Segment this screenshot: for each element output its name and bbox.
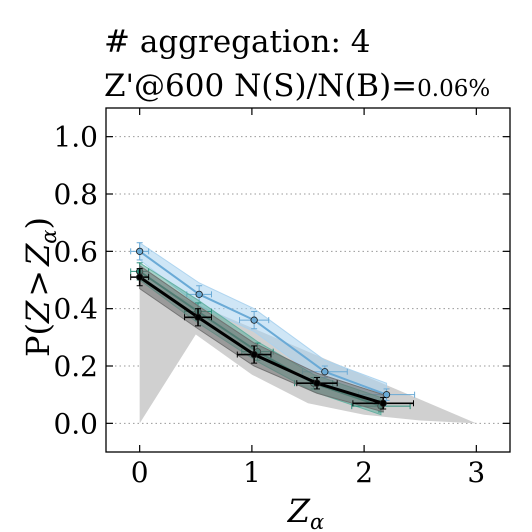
data-point xyxy=(136,273,144,281)
data-point xyxy=(136,247,144,255)
data-point xyxy=(321,368,329,376)
data-point xyxy=(195,290,203,298)
y-tick-label: 0.0 xyxy=(53,407,98,440)
chart-title-line-2-small: 0.06% xyxy=(417,76,490,102)
x-tick-label: 2 xyxy=(355,456,373,489)
x-tick-label: 0 xyxy=(131,456,149,489)
x-tick-label: 3 xyxy=(467,456,485,489)
y-tick-label: 0.2 xyxy=(53,350,98,383)
data-point xyxy=(382,391,391,399)
plot-frame xyxy=(105,107,511,453)
data-point xyxy=(313,379,321,387)
series-black xyxy=(130,264,414,413)
data-point xyxy=(194,313,202,321)
svg-text:P(Z>Zα): P(Z>Zα) xyxy=(19,217,61,357)
chart-title-line-2: Z'@600 N(S)/N(B)=0.06% xyxy=(104,68,490,104)
y-tick-label: 0.4 xyxy=(53,293,98,326)
chart-title-line-1: # aggregation: 4 xyxy=(104,24,371,60)
y-tick-label: 0.6 xyxy=(53,235,98,268)
data-point xyxy=(250,350,258,359)
data-point xyxy=(250,316,258,324)
y-tick-label: 0.8 xyxy=(53,178,98,211)
axis-ticks: 0 1 2 3 0.0 0.2 0.4 0.6 0.8 1.0 xyxy=(53,108,510,489)
y-axis-label: P(Z>Zα) xyxy=(19,217,61,357)
series-layer xyxy=(130,241,416,416)
series-band xyxy=(139,264,384,413)
x-tick-label: 1 xyxy=(243,456,261,489)
chart-title-line-2-main: Z'@600 N(S)/N(B)= xyxy=(104,68,417,104)
y-tick-label: 1.0 xyxy=(53,121,98,154)
svg-text:Zα: Zα xyxy=(287,492,324,532)
data-point xyxy=(379,399,387,407)
x-axis-label: Zα xyxy=(287,492,324,532)
